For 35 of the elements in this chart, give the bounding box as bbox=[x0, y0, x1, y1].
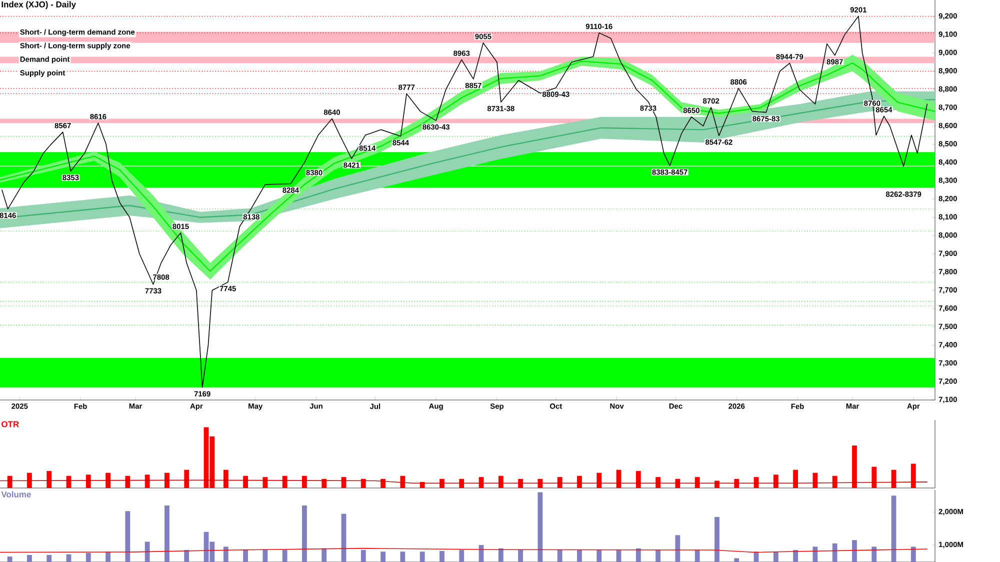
bar bbox=[360, 478, 366, 488]
bar bbox=[184, 470, 190, 488]
bar bbox=[793, 470, 798, 488]
bar bbox=[262, 477, 268, 488]
bar bbox=[910, 464, 916, 488]
bar bbox=[656, 477, 660, 488]
bar bbox=[144, 474, 150, 488]
bar bbox=[812, 472, 818, 488]
bar bbox=[86, 474, 91, 488]
bar bbox=[106, 472, 110, 488]
bar bbox=[164, 472, 170, 488]
bar bbox=[302, 476, 307, 488]
bar bbox=[773, 474, 778, 488]
bar bbox=[557, 477, 562, 488]
chart-title: Index (XJO) - Daily bbox=[2, 1, 76, 10]
bar bbox=[7, 476, 12, 488]
bar bbox=[400, 476, 406, 488]
bar bbox=[577, 476, 582, 488]
bar bbox=[498, 476, 504, 488]
bar bbox=[380, 478, 386, 488]
bar bbox=[596, 472, 602, 488]
chart-title: OTR bbox=[2, 421, 19, 428]
chart-title: Volume bbox=[1, 491, 31, 498]
bar bbox=[852, 446, 857, 488]
bar bbox=[243, 476, 248, 488]
bar bbox=[694, 477, 700, 488]
bar bbox=[27, 472, 32, 488]
bar bbox=[636, 471, 641, 488]
bar bbox=[282, 476, 288, 488]
bar bbox=[223, 470, 228, 488]
line-series bbox=[2, 16, 928, 388]
bar bbox=[125, 476, 130, 488]
bar bbox=[872, 466, 877, 488]
bar bbox=[832, 476, 838, 488]
bar bbox=[46, 471, 52, 488]
